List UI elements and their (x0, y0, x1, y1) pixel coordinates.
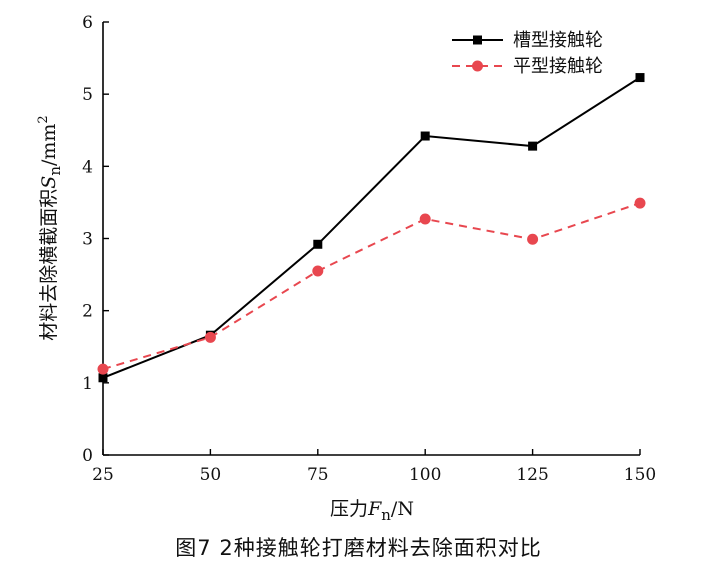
series-2 (97, 197, 646, 375)
legend-item: 平型接触轮 (452, 56, 603, 77)
legend-item: 槽型接触轮 (452, 30, 603, 51)
series-line (102, 76, 641, 379)
legend-marker-square (473, 35, 482, 45)
legend-label: 平型接触轮 (513, 56, 603, 77)
y-axis-title: 材料去除横截面积Sn/mm2 (36, 115, 64, 340)
data-point-circle (312, 265, 324, 277)
y-tick-label: 2 (82, 302, 93, 322)
series-line (102, 202, 641, 371)
series-1 (98, 73, 645, 383)
data-point-square (313, 239, 323, 249)
x-axis-title: 压力Fn/N (330, 498, 414, 524)
y-tick-label: 1 (82, 374, 93, 394)
figure-caption: 图7 2种接触轮打磨材料去除面积对比 (175, 536, 542, 560)
x-tick-label: 125 (516, 465, 548, 485)
data-point-circle (97, 363, 109, 375)
x-tick-label: 25 (92, 465, 114, 485)
data-point-circle (204, 331, 216, 343)
x-tick-label: 75 (307, 465, 329, 485)
data-point-square (98, 373, 108, 383)
y-tick-label: 5 (82, 85, 93, 105)
x-tick-label: 150 (624, 465, 656, 485)
y-tick-label: 6 (82, 13, 93, 33)
x-tick-label: 100 (409, 465, 441, 485)
y-tick-label: 3 (82, 230, 93, 250)
data-point-circle (527, 233, 539, 245)
data-point-square (528, 141, 538, 151)
data-point-square (635, 73, 645, 83)
x-tick-label: 50 (200, 465, 222, 485)
axes: 0 1 2 3 4 5 6 25 50 75 100 125 150 (82, 13, 656, 485)
data-point-circle (634, 197, 646, 209)
y-tick-label: 4 (82, 157, 93, 177)
legend-marker-circle (472, 60, 483, 72)
data-point-circle (419, 213, 431, 225)
y-tick-label: 0 (82, 446, 93, 466)
legend-label: 槽型接触轮 (513, 30, 603, 51)
data-point-square (420, 131, 430, 141)
series-layer (97, 73, 646, 383)
